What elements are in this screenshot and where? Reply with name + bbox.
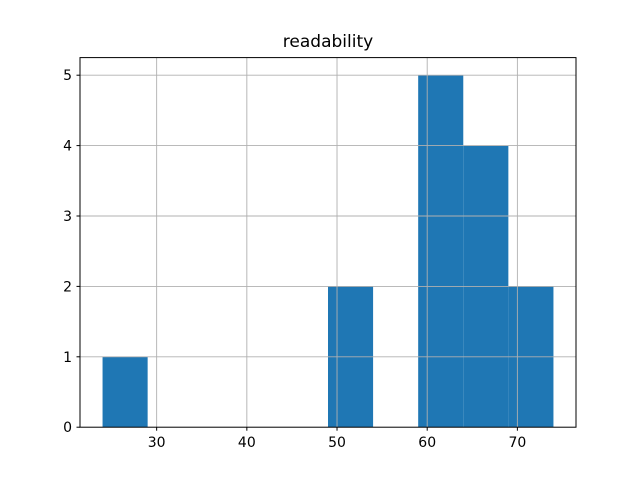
ticks-layer: 30 40 50 60 70 0 1 2 3 4 5: [63, 68, 526, 451]
y-tick-label: 4: [63, 139, 72, 155]
chart-title: readability: [283, 32, 373, 52]
axes-layer: [79, 57, 577, 428]
grid-layer: [80, 57, 576, 428]
histogram-bar: [102, 356, 148, 428]
x-tick-label: 70: [508, 435, 526, 451]
histogram-bar: [418, 75, 464, 428]
y-tick-label: 2: [63, 279, 72, 295]
bars-layer: [102, 75, 554, 428]
x-tick-label: 40: [238, 435, 256, 451]
y-tick-label: 1: [63, 350, 72, 366]
x-tick-label: 50: [328, 435, 346, 451]
y-tick-label: 3: [63, 209, 72, 225]
y-tick-label: 0: [63, 420, 72, 436]
plot-frame: [79, 57, 577, 428]
y-tick-label: 5: [63, 68, 72, 84]
x-tick-label: 60: [418, 435, 436, 451]
x-tick-label: 30: [148, 435, 166, 451]
